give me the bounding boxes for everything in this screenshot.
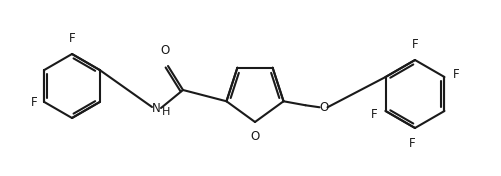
- Text: F: F: [411, 38, 417, 51]
- Text: F: F: [370, 108, 377, 121]
- Text: N: N: [151, 102, 160, 115]
- Text: O: O: [250, 130, 259, 143]
- Text: O: O: [160, 44, 169, 57]
- Text: O: O: [318, 101, 328, 114]
- Text: H: H: [162, 107, 170, 117]
- Text: F: F: [31, 96, 37, 108]
- Text: F: F: [451, 68, 458, 80]
- Text: F: F: [69, 32, 75, 45]
- Text: F: F: [408, 137, 414, 150]
